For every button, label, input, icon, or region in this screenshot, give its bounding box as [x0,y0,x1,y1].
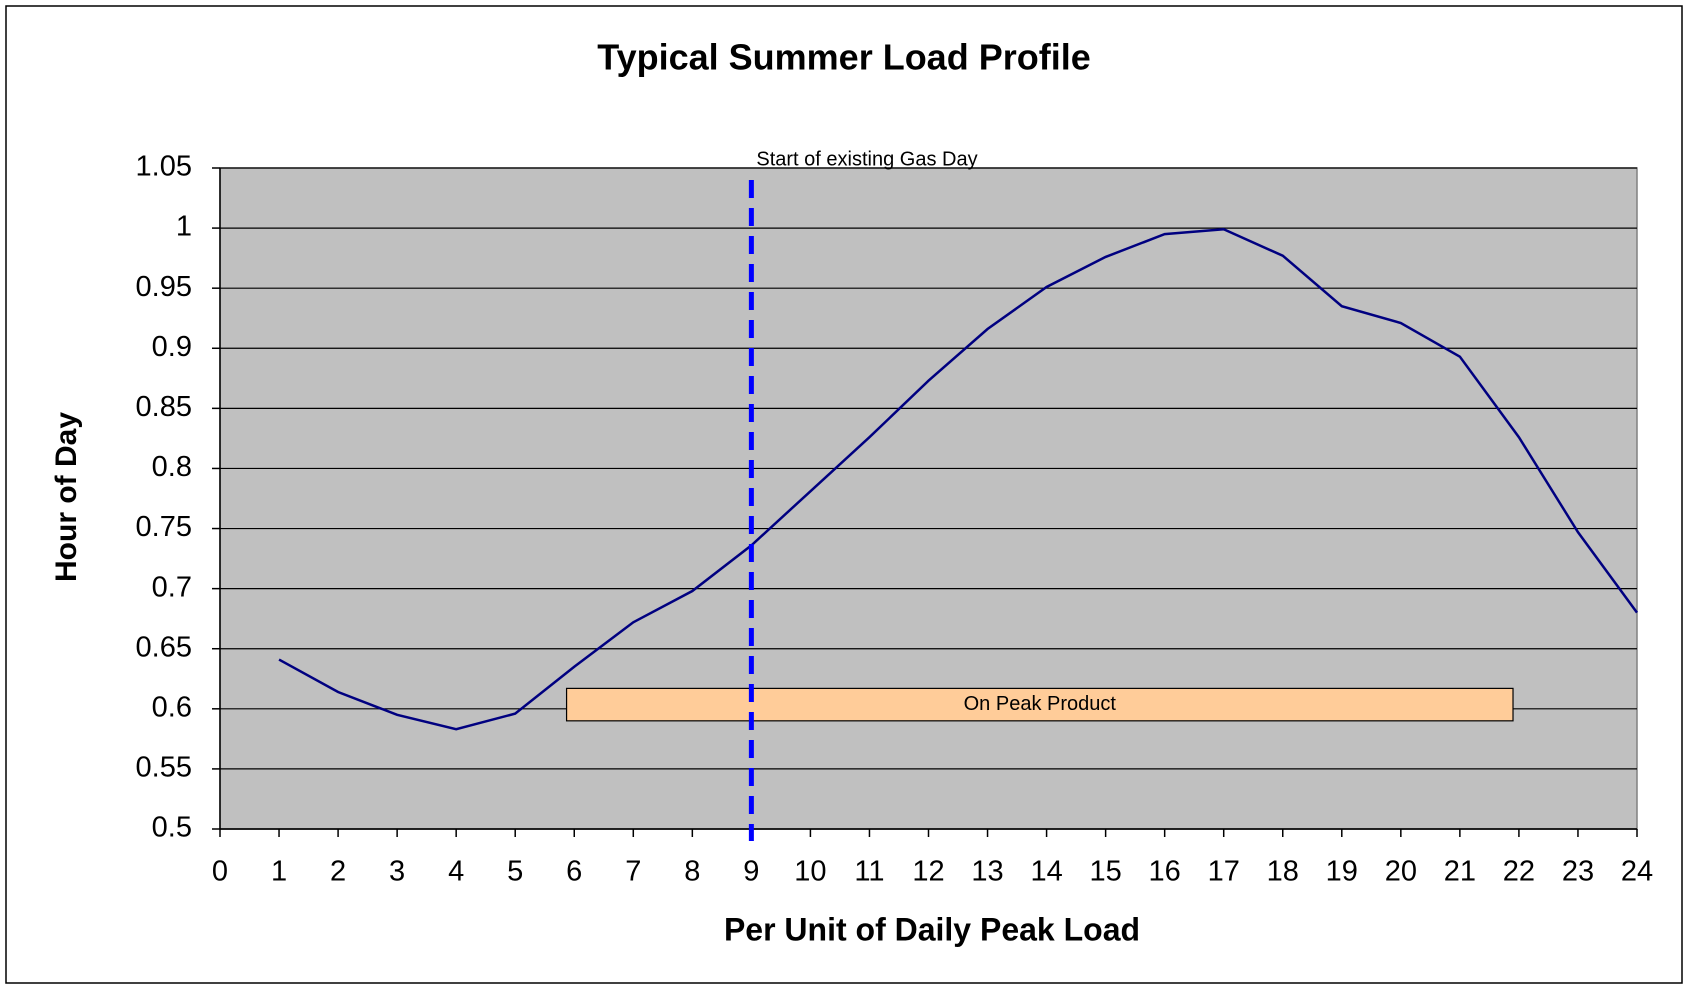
x-tick-label: 14 [1030,856,1062,888]
y-tick-label: 0.55 [136,752,192,784]
chart-title: Typical Summer Load Profile [597,37,1090,78]
annotation-label: Start of existing Gas Day [756,148,977,170]
annotation-box [565,687,1514,722]
plot-area [219,167,1638,830]
x-tick-label: 15 [1089,856,1121,888]
x-tick-label: 7 [625,856,641,888]
y-tick-label: 0.85 [136,391,192,423]
x-tick-label: 2 [330,856,346,888]
x-tick-label: 22 [1503,856,1535,888]
x-tick-label: 4 [448,856,464,888]
y-tick-label: 0.8 [152,451,192,483]
x-tick-label: 1 [271,856,287,888]
y-tick-label: 0.95 [136,271,192,303]
x-axis-label: Per Unit of Daily Peak Load [724,911,1140,947]
y-tick-label: 1.05 [136,151,192,183]
x-tick-label: 13 [971,856,1003,888]
y-tick-label: 0.9 [152,331,192,363]
x-tick-label: 18 [1267,856,1299,888]
x-tick-label: 21 [1444,856,1476,888]
y-tick-label: 0.7 [152,571,192,603]
y-tick-label: 1 [176,211,192,243]
y-axis-label: Hour of Day [50,412,83,582]
x-tick-label: 17 [1208,856,1240,888]
x-tick-label: 23 [1562,856,1594,888]
x-tick-label: 12 [912,856,944,888]
y-tick-label: 0.75 [136,511,192,543]
data-line [278,228,1639,731]
annotation-label: On Peak Product [964,693,1117,715]
x-tick-label: 20 [1385,856,1417,888]
x-tick-label: 5 [507,856,523,888]
x-tick-label: 0 [212,856,228,888]
x-tick-label: 24 [1621,856,1653,888]
x-tick-label: 9 [743,856,759,888]
x-tick-label: 8 [684,856,700,888]
x-tick-label: 10 [794,856,826,888]
y-tick-label: 0.5 [152,812,192,844]
y-tick-label: 0.65 [136,631,192,663]
y-tick-label: 0.6 [152,691,192,723]
x-tick-label: 6 [566,856,582,888]
x-tick-label: 19 [1326,856,1358,888]
x-tick-label: 16 [1149,856,1181,888]
x-tick-label: 3 [389,856,405,888]
x-tick-label: 11 [854,856,884,888]
